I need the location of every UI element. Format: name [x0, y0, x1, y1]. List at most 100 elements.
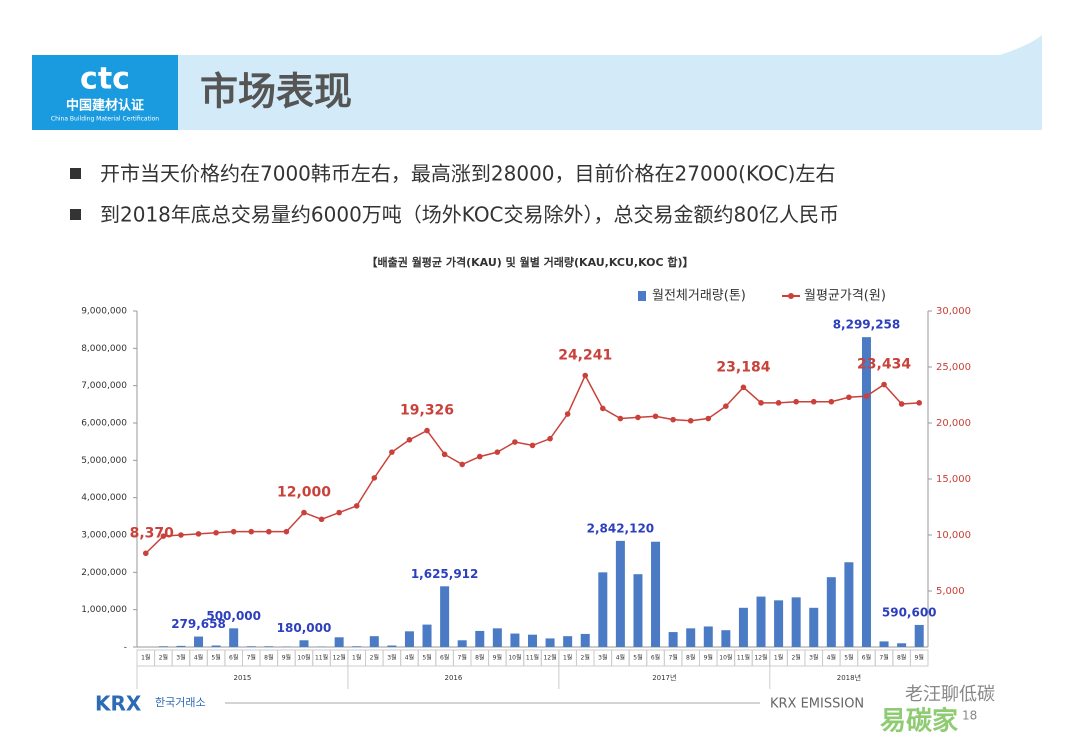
bar — [299, 640, 309, 647]
y-tick-label: 8,000,000 — [81, 344, 127, 354]
x-tick-label: 5월 — [211, 654, 220, 662]
bar — [246, 646, 256, 647]
x-tick-label: 5월 — [844, 654, 853, 662]
x-tick-label: 10월 — [508, 654, 521, 662]
line-marker — [248, 528, 255, 535]
line-marker — [142, 550, 149, 557]
line-marker — [283, 528, 290, 535]
bar — [633, 574, 643, 647]
line-marker — [881, 381, 887, 388]
data-label: 8,370 — [130, 525, 175, 541]
line-marker — [371, 475, 378, 481]
bar — [598, 572, 608, 647]
line-marker — [600, 405, 606, 412]
data-label: 2,842,120 — [587, 521, 655, 535]
data-label: 500,000 — [206, 609, 261, 623]
x-tick-label: 7월 — [879, 654, 888, 662]
x-tick-label: 7월 — [668, 654, 677, 662]
x-tick-label: 3월 — [598, 654, 607, 662]
line-marker — [318, 516, 325, 523]
line-marker — [353, 503, 360, 509]
line-marker — [301, 509, 307, 516]
slide-title: 市场表现 — [200, 70, 352, 114]
line-marker — [775, 400, 782, 406]
bar — [334, 637, 344, 647]
x-tick-label: 1월 — [352, 654, 361, 662]
bar — [563, 636, 573, 647]
x-tick-label: 9월 — [493, 654, 502, 662]
x-tick-label: 12월 — [543, 654, 556, 662]
line-marker — [213, 529, 219, 536]
line-marker — [635, 414, 641, 421]
bar — [668, 632, 678, 647]
footer-brand-kr: 한국거래소 — [155, 696, 206, 709]
line-marker — [687, 417, 694, 424]
x-tick-label: 9월 — [915, 654, 924, 662]
line-marker — [160, 533, 167, 539]
x-tick-label: 2월 — [791, 654, 800, 662]
bar — [651, 541, 661, 647]
data-label: 279,658 — [171, 617, 226, 631]
bar — [791, 597, 801, 647]
y-tick-label: 3,000,000 — [81, 531, 127, 541]
data-label: 1,625,912 — [411, 567, 479, 581]
footer-right: KRX EMISSION — [770, 697, 864, 712]
data-label: 590,600 — [882, 605, 937, 619]
x-tick-label: 3월 — [809, 654, 818, 662]
y2-tick-label: 10,000 — [936, 530, 971, 541]
year-label: 2017년 — [652, 673, 676, 682]
line-marker — [793, 398, 799, 405]
line-marker — [758, 400, 764, 406]
page-number: 18 — [962, 709, 977, 723]
x-tick-label: 7월 — [247, 654, 256, 662]
bar — [809, 607, 819, 647]
line-marker — [617, 415, 624, 422]
bar — [176, 645, 186, 647]
line-marker — [230, 528, 237, 535]
bar — [492, 628, 502, 647]
bar — [528, 634, 537, 647]
line-marker — [389, 449, 395, 455]
x-tick-label: 7월 — [458, 654, 467, 662]
legend-swatch — [788, 293, 794, 299]
line-marker — [476, 453, 483, 460]
legend-label: 월전체거래량(톤) — [652, 289, 746, 304]
x-tick-label: 8월 — [897, 654, 906, 662]
x-tick-label: 1월 — [141, 654, 150, 662]
line-marker — [406, 437, 413, 443]
bar — [194, 636, 204, 647]
line-marker — [195, 531, 202, 537]
header-band — [32, 35, 1042, 130]
bar — [545, 638, 555, 647]
y-tick-label: 6,000,000 — [81, 419, 127, 429]
x-tick-label: 12월 — [754, 654, 767, 662]
x-tick-label: 8월 — [686, 654, 695, 662]
line-marker — [810, 398, 817, 405]
x-tick-label: 4월 — [194, 654, 203, 662]
bar — [686, 628, 696, 647]
line — [145, 373, 920, 554]
x-tick-label: 4월 — [827, 654, 836, 662]
data-label: 24,241 — [558, 348, 612, 364]
bullet: 开市当天价格约在7000韩币左右，最高涨到28000，目前价格在27000(KO… — [100, 162, 835, 186]
y-tick-label: 4,000,000 — [81, 493, 127, 503]
x-tick-label: 2월 — [581, 654, 590, 662]
x-tick-label: 6월 — [862, 654, 871, 662]
bar — [844, 562, 854, 647]
bar — [738, 607, 748, 647]
line-marker — [512, 439, 518, 445]
y-tick-label: 5,000,000 — [81, 456, 127, 466]
bar — [756, 596, 766, 647]
bullet-mark — [70, 168, 81, 179]
y-tick-label: 9,000,000 — [81, 307, 127, 317]
x-tick-label: 4월 — [616, 654, 625, 662]
line-marker — [723, 403, 729, 410]
data-label: 12,000 — [277, 485, 331, 501]
y2-tick-label: 20,000 — [936, 418, 971, 429]
x-tick-label: 4월 — [405, 654, 414, 662]
bar — [422, 624, 432, 647]
x-tick-label: 8월 — [264, 654, 273, 662]
line-marker — [898, 401, 905, 407]
